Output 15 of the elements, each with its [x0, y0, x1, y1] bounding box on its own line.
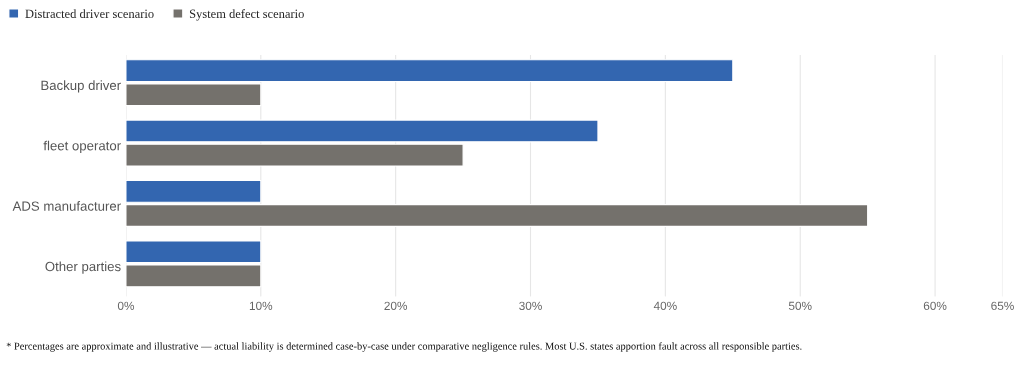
x-tick-label: 10%: [249, 301, 273, 310]
text: * Percentages are approximate and illustrative — actual liability is determined case-by-case under comparative negligence rules. Most U.S. states apportion fault across all responsible parties.: [6, 342, 802, 352]
y-tick-label: fleet operator: [43, 140, 121, 153]
y-tick-label: Backup driver: [41, 80, 121, 93]
x-tick-label: 50%: [788, 301, 812, 310]
x-tick-label: 40%: [653, 301, 677, 310]
x-tick-label: 30%: [519, 301, 542, 310]
x-tick-label: 60%: [923, 301, 947, 310]
y-tick-label: ADS manufacturer: [12, 201, 121, 211]
x-tick-label: 0%: [117, 301, 135, 310]
x-tick-label: 20%: [384, 301, 408, 310]
legend-label: Distracted driver scenario: [25, 9, 154, 18]
y-tick-label: Other parties: [45, 261, 121, 274]
legend-label: System defect scenario: [189, 9, 304, 21]
x-tick-label: 65%: [991, 301, 1014, 310]
